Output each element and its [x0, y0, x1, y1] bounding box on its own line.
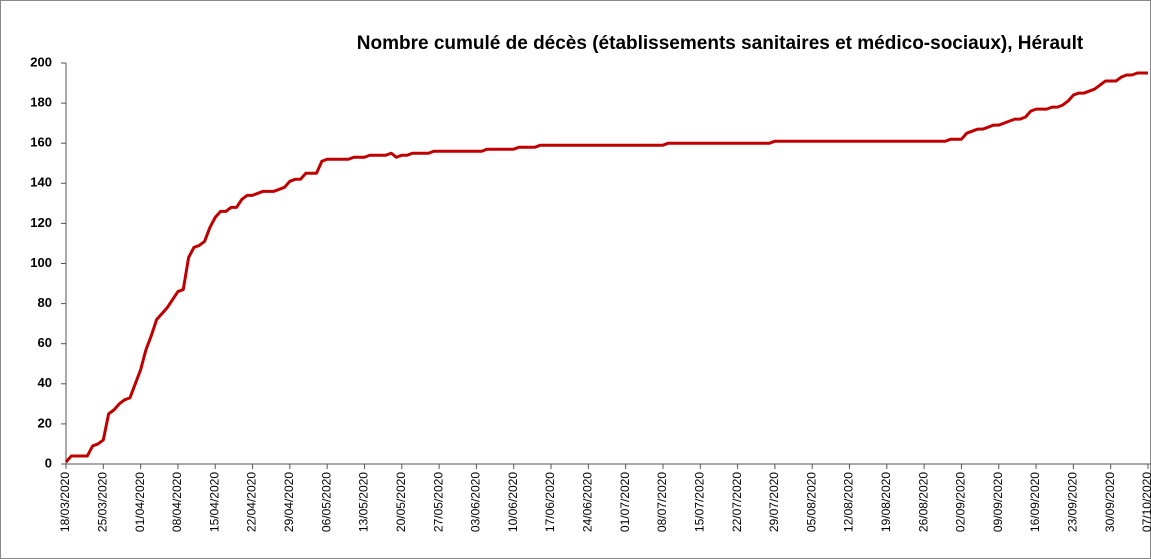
x-tick-label: 01/07/2020	[618, 472, 632, 532]
x-tick-label: 22/07/2020	[730, 472, 744, 532]
y-tick-label: 120	[30, 215, 52, 230]
x-tick-label: 22/04/2020	[245, 472, 259, 532]
chart-title: Nombre cumulé de décès (établissements s…	[357, 33, 1084, 54]
x-tick-label: 12/08/2020	[842, 472, 856, 532]
x-tick-label: 23/09/2020	[1066, 472, 1080, 532]
x-tick-label: 01/04/2020	[133, 472, 147, 532]
x-tick-label: 29/07/2020	[767, 472, 781, 532]
x-tick-label: 19/08/2020	[879, 472, 893, 532]
x-tick-label: 02/09/2020	[954, 472, 968, 532]
x-tick-label: 05/08/2020	[804, 472, 818, 532]
y-tick-label: 100	[30, 255, 52, 270]
x-tick-label: 15/07/2020	[692, 472, 706, 532]
x-tick-label: 08/04/2020	[170, 472, 184, 532]
x-tick-label: 29/04/2020	[282, 472, 296, 532]
x-tick-label: 17/06/2020	[543, 472, 557, 532]
x-tick-label: 13/05/2020	[357, 472, 371, 532]
x-tick-label: 18/03/2020	[58, 472, 72, 532]
y-tick-label: 40	[38, 375, 52, 390]
x-tick-label: 10/06/2020	[506, 472, 520, 532]
x-tick-label: 26/08/2020	[916, 472, 930, 532]
y-tick-label: 140	[30, 175, 52, 190]
x-tick-label: 27/05/2020	[431, 472, 445, 532]
y-tick-label: 80	[38, 295, 52, 310]
y-tick-label: 160	[30, 135, 52, 150]
x-tick-label: 07/10/2020	[1140, 472, 1151, 532]
y-tick-label: 200	[30, 54, 52, 69]
x-tick-label: 25/03/2020	[95, 472, 109, 532]
y-tick-label: 20	[38, 415, 52, 430]
y-tick-label: 180	[30, 95, 52, 110]
x-tick-label: 30/09/2020	[1103, 472, 1117, 532]
x-tick-label: 20/05/2020	[394, 472, 408, 532]
x-tick-label: 03/06/2020	[469, 472, 483, 532]
x-tick-label: 15/04/2020	[207, 472, 221, 532]
x-tick-label: 16/09/2020	[1028, 472, 1042, 532]
y-tick-label: 60	[38, 335, 52, 350]
x-tick-label: 09/09/2020	[991, 472, 1005, 532]
x-tick-label: 06/05/2020	[319, 472, 333, 532]
y-tick-label: 0	[45, 455, 52, 470]
line-series	[64, 71, 1148, 463]
x-tick-label: 24/06/2020	[581, 472, 595, 532]
x-tick-label: 08/07/2020	[655, 472, 669, 532]
